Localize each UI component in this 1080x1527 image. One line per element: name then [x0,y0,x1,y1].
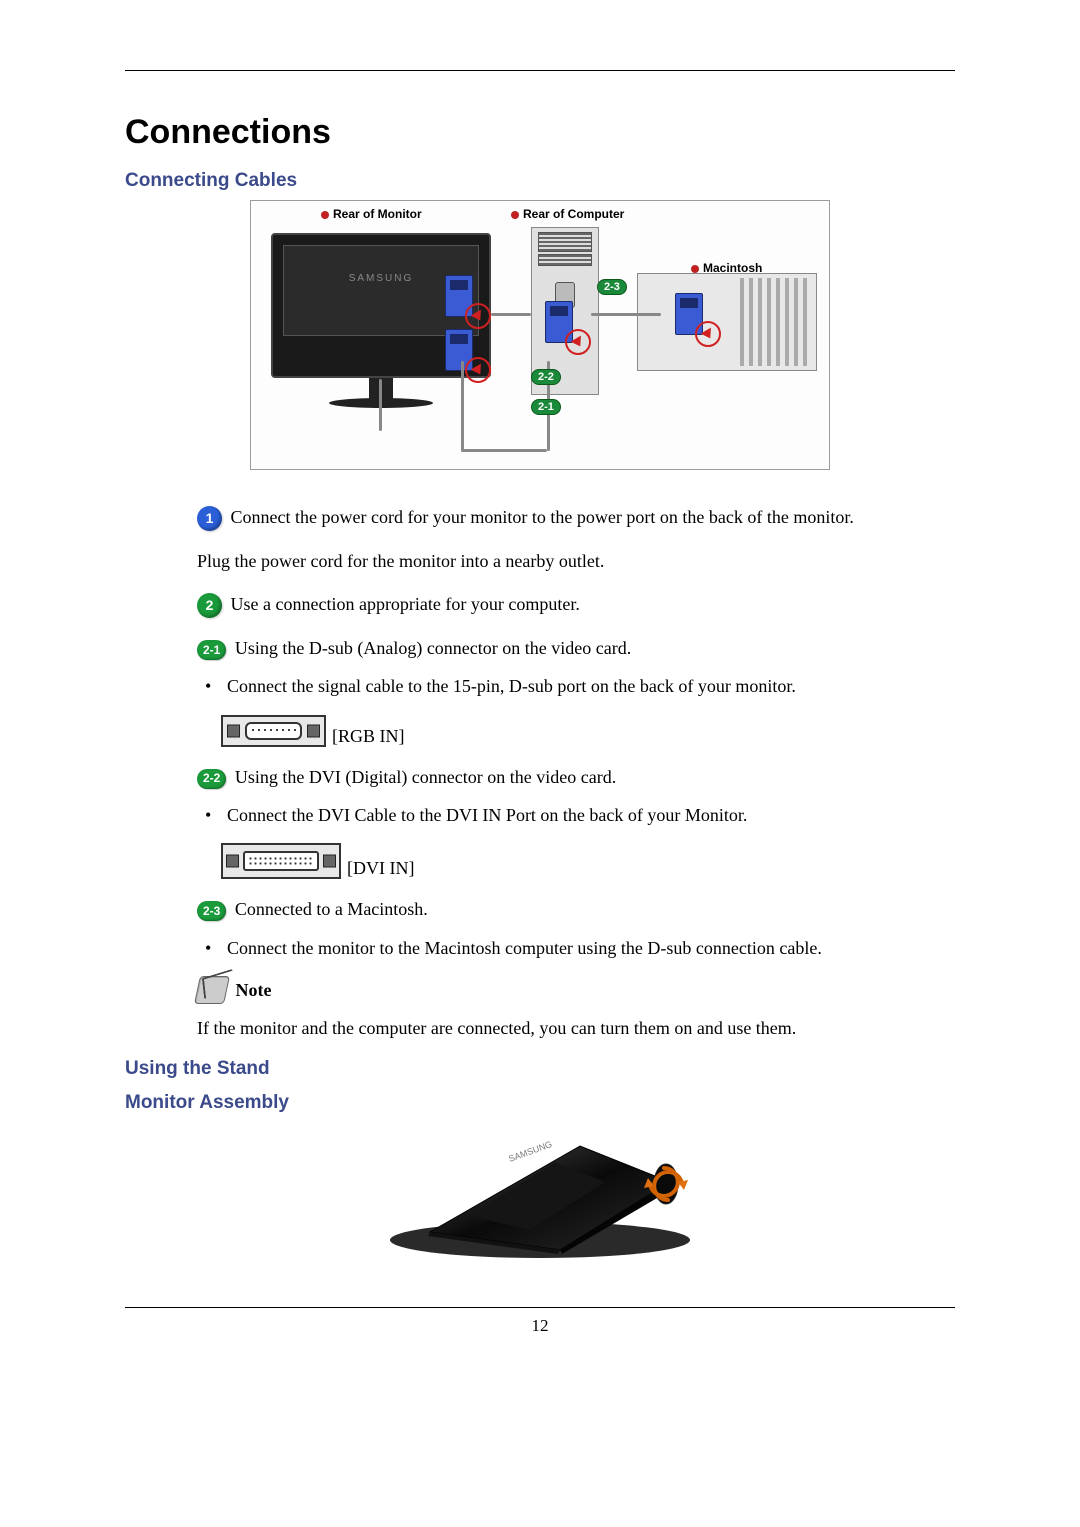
step-2-para: 2 Use a connection appropriate for your … [197,592,955,618]
arrow-circle-icon [695,321,721,347]
diagram-badge-22: 2-2 [531,369,561,385]
dvi-port-icon [221,843,341,879]
rgb-port-icon [221,715,326,747]
step-2-icon: 2 [197,593,222,618]
diagram-label-rear-monitor: Rear of Monitor [321,207,422,221]
diagram-cable [461,449,547,452]
diagram-badge-23: 2-3 [597,279,627,295]
step-1b-para: Plug the power cord for the monitor into… [197,549,955,573]
note-label: Note [236,980,272,1000]
diagram-pc-slot2 [538,254,592,266]
stand-image-wrap: SAMSUNG [125,1122,955,1267]
port-screw-icon [226,855,239,868]
step-2-2-bullets: Connect the DVI Cable to the DVI IN Port… [197,803,955,827]
diagram-cable [461,361,464,451]
diagram-mac-vents [740,278,812,366]
arrow-circle-icon [465,357,491,383]
step-2-3-icon: 2-3 [197,901,226,921]
bottom-rule [125,1307,955,1308]
cables-diagram: Rear of Monitor Rear of Computer Macinto… [250,200,830,470]
step-2-1-para: 2-1 Using the D-sub (Analog) connector o… [197,636,955,660]
port-inner-icon [243,851,319,871]
diagram-label-text: Rear of Monitor [333,207,422,221]
diagram-monitor-brand: SAMSUNG [349,273,414,284]
diagram-connector-3 [659,293,719,345]
port-inner-icon [245,722,302,740]
diagram-label-text: Rear of Computer [523,207,624,221]
step-2-2-text: Using the DVI (Digital) connector on the… [235,767,616,787]
step-2-2-bullet: Connect the DVI Cable to the DVI IN Port… [199,803,955,827]
arrow-circle-icon [465,303,491,329]
port-screw-icon [227,724,240,737]
dvi-port-row: [DVI IN] [221,843,955,879]
page-container: Connections Connecting Cables Rear of Mo… [0,0,1080,1376]
step-2-2-icon: 2-2 [197,769,226,789]
rgb-port-row: [RGB IN] [221,715,955,747]
diagram-badge-21: 2-1 [531,399,561,415]
step-2-2-para: 2-2 Using the DVI (Digital) connector on… [197,765,955,789]
section-connecting-cables: Connecting Cables [125,170,955,192]
step-2-1-text: Using the D-sub (Analog) connector on th… [235,638,631,658]
red-dot-icon [321,211,329,219]
diagram-connector-1b [429,329,489,381]
step-2-3-text: Connected to a Macintosh. [235,899,428,919]
step-2-1-icon: 2-1 [197,640,226,660]
svg-text:SAMSUNG: SAMSUNG [507,1139,553,1164]
diagram-label-rear-computer: Rear of Computer [511,207,624,221]
diagram-cable [379,379,382,431]
red-dot-icon [511,211,519,219]
cables-diagram-wrap: Rear of Monitor Rear of Computer Macinto… [125,200,955,475]
note-heading: Note [197,976,955,1004]
diagram-connector-1 [429,275,489,327]
diagram-cable [491,313,531,316]
step-1-text: Connect the power cord for your monitor … [231,507,854,527]
arrow-circle-icon [565,329,591,355]
step-1-para: 1 Connect the power cord for your monito… [197,505,955,531]
step-2-3-para: 2-3 Connected to a Macintosh. [197,897,955,921]
red-dot-icon [691,265,699,273]
diagram-cable [591,313,661,316]
page-number: 12 [125,1316,955,1336]
step-2-3-bullets: Connect the monitor to the Macintosh com… [197,936,955,960]
diagram-pc-slots [538,232,592,252]
step-2-3-bullet: Connect the monitor to the Macintosh com… [199,936,955,960]
page-title: Connections [125,113,955,152]
dvi-port-label: [DVI IN] [347,858,414,878]
rgb-port-label: [RGB IN] [332,726,405,746]
body-block: 1 Connect the power cord for your monito… [125,505,955,1040]
section-using-stand: Using the Stand [125,1058,955,1080]
step-2-1-bullet: Connect the signal cable to the 15-pin, … [199,674,955,698]
step-1-icon: 1 [197,506,222,531]
step-2-text: Use a connection appropriate for your co… [231,594,580,614]
note-text: If the monitor and the computer are conn… [197,1016,955,1040]
diagram-connector-2 [529,301,589,353]
section-monitor-assembly: Monitor Assembly [125,1092,955,1114]
port-screw-icon [323,855,336,868]
top-rule [125,70,955,71]
step-2-1-bullets: Connect the signal cable to the 15-pin, … [197,674,955,698]
note-icon [194,976,230,1004]
port-screw-icon [307,724,320,737]
stand-image: SAMSUNG [370,1122,710,1262]
